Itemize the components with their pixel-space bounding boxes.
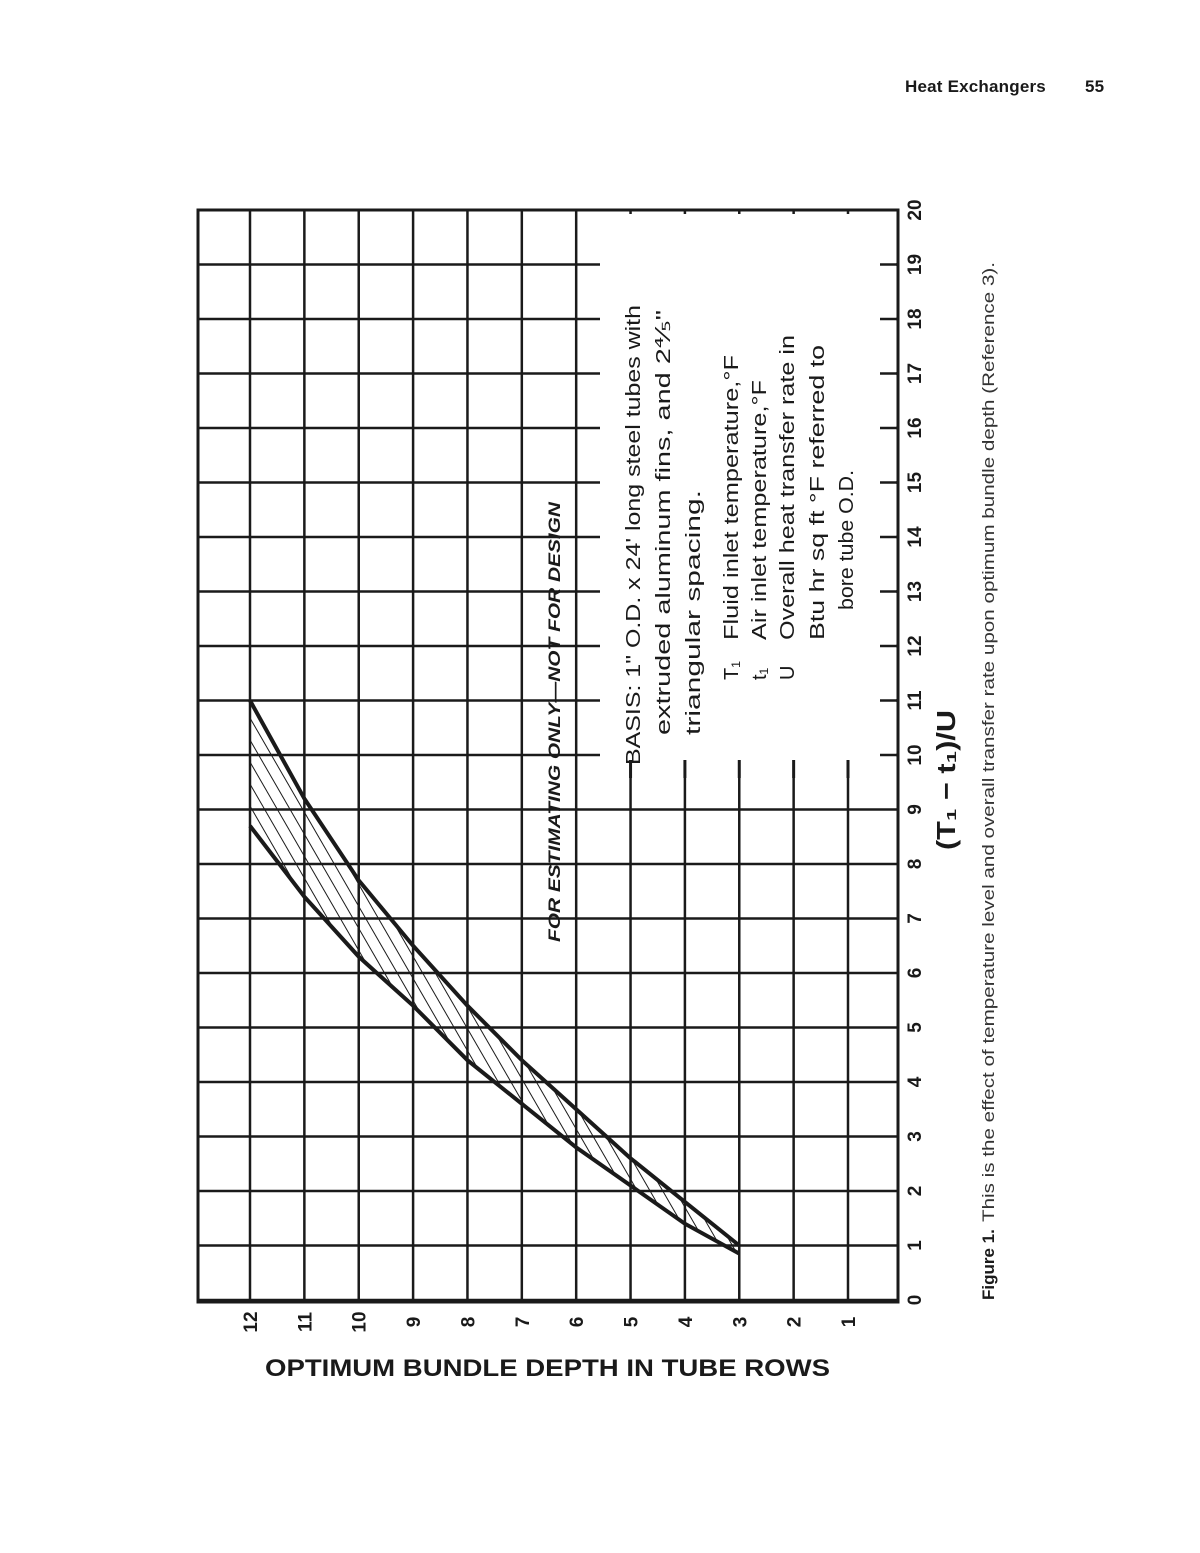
y-axis-title: OPTIMUM BUNDLE DEPTH IN TUBE ROWS	[265, 1355, 830, 1382]
y-tick-label: 6	[567, 1317, 588, 1328]
x-tick-label: 20	[905, 199, 926, 220]
running-title: Heat Exchangers	[905, 77, 1046, 96]
legend-text-U: Overall heat transfer rate in	[777, 335, 799, 640]
x-tick-label: 6	[905, 968, 926, 979]
caption-label: Figure 1.	[979, 1229, 998, 1300]
x-tick-label: 1	[905, 1240, 926, 1251]
legend-text-U-2: Btu hr sq ft °F referred to	[807, 345, 829, 640]
x-tick-label: 14	[905, 526, 926, 548]
y-tick-label: 11	[295, 1312, 316, 1333]
legend-text-t1: Air inlet temperature,°F	[749, 380, 771, 640]
basis-box	[582, 214, 896, 778]
x-tick-label: 17	[905, 363, 926, 384]
legend-text-T1: Fluid inlet temperature,°F	[721, 355, 743, 640]
x-tick-label: 5	[905, 1022, 926, 1033]
x-tick-label: 18	[905, 308, 926, 329]
x-tick-label: 8	[905, 859, 926, 870]
legend-symbol-t1: t₁	[749, 667, 771, 680]
basis-line-1: BASIS: 1" O.D. x 24' long steel tubes wi…	[623, 305, 645, 765]
plot-frame	[196, 208, 900, 1304]
x-tick-label: 15	[905, 472, 926, 494]
upper-bound-curve	[248, 699, 741, 1248]
x-tick-label: 13	[905, 581, 926, 602]
x-tick-label: 12	[905, 635, 926, 656]
lower-bound-curve	[248, 824, 741, 1256]
figure-caption: Figure 1. This is the effect of temperat…	[979, 262, 998, 1300]
x-tick-label: 9	[905, 804, 926, 815]
basis-text: BASIS: 1" O.D. x 24' long steel tubes wi…	[623, 305, 858, 765]
y-tick-label: 1	[839, 1316, 860, 1327]
y-tick-label: 2	[785, 1317, 806, 1328]
x-tick-label: 16	[905, 417, 926, 438]
legend-text-U-3: bore tube O.D.	[836, 470, 858, 610]
legend-symbol-T1: T₁	[721, 661, 743, 680]
y-tick-label: 10	[350, 1311, 371, 1332]
y-tick-label: 5	[622, 1316, 643, 1327]
x-axis-title: (T₁ − t₁)/U	[931, 710, 961, 850]
x-tick-label: 10	[905, 744, 926, 765]
x-tick-label: 4	[905, 1076, 926, 1087]
running-head: Heat Exchangers 55	[905, 77, 1104, 97]
x-tick-label: 2	[905, 1186, 926, 1197]
y-tick-label: 8	[458, 1317, 479, 1328]
y-tick-label: 7	[513, 1317, 534, 1328]
bundle-depth-band	[250, 700, 740, 1254]
basis-line-2: extruded aluminum fins, and 2⅘"	[653, 310, 675, 735]
y-tick-label: 3	[730, 1317, 751, 1328]
basis-line-3: triangular spacing.	[683, 490, 705, 735]
y-tick-label: 12	[241, 1311, 262, 1332]
y-tick-label: 9	[404, 1317, 425, 1328]
estimating-stamp: FOR ESTIMATING ONLY—NOT FOR DESIGN	[545, 501, 564, 942]
x-tick-label: 3	[905, 1131, 926, 1142]
x-tick-label: 0	[905, 1295, 926, 1306]
x-tick-label: 19	[905, 254, 926, 275]
x-tick-label: 7	[905, 913, 926, 924]
legend-symbol-U: U	[777, 666, 799, 680]
page-number: 55	[1085, 77, 1105, 96]
caption-text: This is the effect of temperature level …	[979, 262, 998, 1222]
x-tick-label: 11	[905, 690, 926, 711]
y-tick-label: 4	[676, 1316, 697, 1327]
